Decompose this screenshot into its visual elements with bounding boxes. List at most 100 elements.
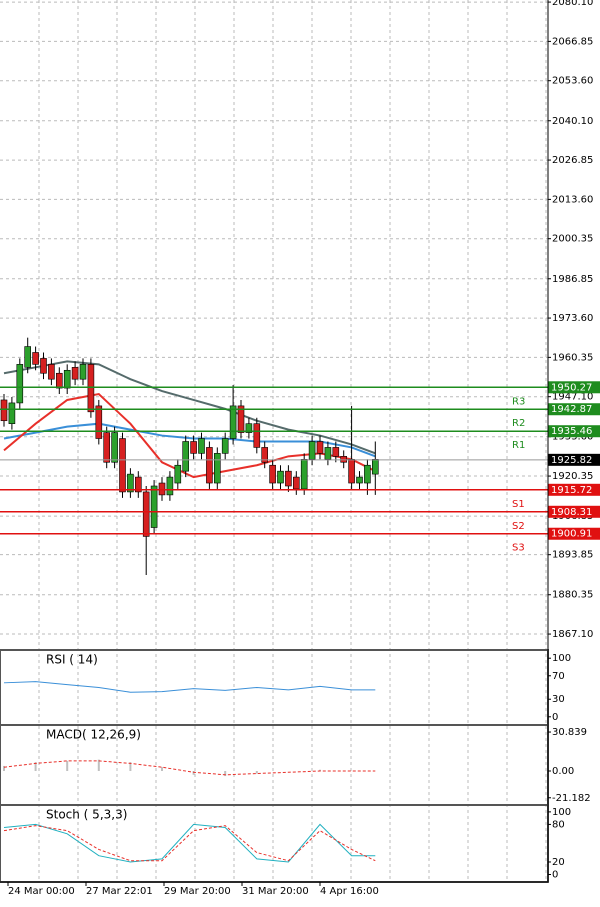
candle-body: [40, 358, 47, 374]
histogram-bar: [161, 767, 163, 772]
histogram-bar: [66, 760, 69, 772]
candle-body: [111, 432, 118, 463]
indicator-line: [3, 823, 376, 863]
candle-body: [198, 438, 205, 454]
candle-body: [127, 473, 134, 493]
level-name: R2: [512, 418, 525, 429]
y-tick-label: 1973.60: [552, 313, 593, 324]
histogram-bar: [255, 771, 258, 774]
level-box: [548, 381, 600, 394]
histogram-bar: [129, 762, 132, 772]
y-tick-label: 1867.10: [552, 629, 593, 640]
candle-body: [229, 405, 237, 439]
candle-body: [142, 491, 150, 537]
candle-body: [8, 402, 16, 424]
level-value: 1915.72: [551, 485, 592, 496]
candle-body: [206, 447, 213, 484]
level-box: [548, 527, 600, 540]
candle-body: [190, 441, 197, 454]
candle-body: [285, 470, 292, 487]
candle-body: [237, 405, 245, 433]
y-tick-label: 30: [552, 694, 565, 705]
candle-body: [332, 447, 340, 457]
candle-body: [245, 423, 253, 433]
level-name: S2: [512, 521, 525, 532]
level-value: 1950.27: [551, 382, 592, 393]
histogram-bar: [34, 762, 37, 772]
y-tick-label: 2066.85: [552, 36, 593, 47]
level-name: S3: [512, 543, 525, 554]
candle-body: [135, 476, 142, 493]
y-tick-label: 0: [552, 869, 558, 880]
panel-title: MACD( 12,26,9): [46, 728, 141, 742]
panel-title: Stoch ( 5,3,3): [46, 808, 127, 822]
candle-body: [158, 482, 166, 496]
candle-body: [103, 432, 110, 463]
histogram-bar: [192, 771, 195, 775]
x-tick-label: 29 Mar 20:00: [164, 886, 231, 897]
x-tick-label: 31 Mar 20:00: [242, 886, 309, 897]
y-tick-label: 0.00: [552, 766, 574, 777]
candle-body: [119, 438, 126, 493]
candle-body: [79, 364, 87, 380]
y-tick-label: 1920.35: [552, 471, 593, 482]
candle-body: [71, 367, 79, 380]
candle-body: [316, 441, 324, 454]
candle-body: [166, 476, 174, 496]
candle-body: [300, 458, 308, 490]
x-tick-label: 27 Mar 22:01: [86, 886, 153, 897]
y-tick-label: 20: [552, 857, 565, 868]
y-tick-label: 1933.60: [552, 432, 593, 443]
level-box: [548, 425, 600, 438]
candle-body: [348, 458, 355, 484]
candle-body: [364, 464, 371, 484]
y-tick-label: 1947.10: [552, 392, 593, 403]
y-tick-label: 2040.10: [552, 116, 593, 127]
candle-body: [277, 470, 284, 484]
level-name: R3: [512, 396, 525, 407]
last-price-box: [548, 453, 600, 466]
y-tick-label: 2053.60: [552, 76, 593, 87]
level-value: 1900.91: [551, 529, 592, 540]
y-tick-label: 1893.85: [552, 550, 593, 561]
y-tick-label: 1986.85: [552, 274, 593, 285]
level-value: 1942.87: [551, 404, 592, 415]
level-value: 1908.31: [551, 507, 592, 518]
panel-title: RSI ( 14): [46, 653, 98, 667]
x-tick-label: 24 Mar 00:00: [8, 886, 75, 897]
candle-body: [308, 441, 316, 460]
candle-body: [174, 464, 182, 484]
last-price-label: 1925.82: [551, 455, 592, 466]
level-name: S1: [512, 499, 525, 510]
y-tick-label: 70: [552, 671, 565, 682]
histogram-bar: [224, 771, 227, 777]
indicator-line: [3, 681, 376, 693]
y-tick-label: 100: [552, 653, 571, 664]
histogram-bar: [97, 759, 100, 772]
level-box: [548, 403, 600, 416]
candle-body: [16, 364, 24, 404]
y-tick-label: -21.182: [552, 793, 591, 804]
level-box: [548, 505, 600, 518]
level-value: 1935.46: [551, 426, 592, 437]
level-box: [548, 483, 600, 496]
candle-body: [182, 441, 189, 472]
candle-body: [32, 352, 39, 365]
y-tick-label: 1960.35: [552, 352, 593, 363]
y-tick-label: 1880.35: [552, 590, 593, 601]
candle-body: [253, 423, 261, 448]
x-tick-label: 4 Apr 16:00: [320, 886, 379, 897]
y-tick-label: 100: [552, 807, 571, 818]
candle-body: [340, 456, 348, 463]
y-tick-label: 2080.10: [552, 0, 593, 8]
candle-body: [63, 369, 71, 389]
candle-body: [87, 364, 95, 413]
candle-body: [24, 346, 32, 368]
histogram-bar: [319, 769, 321, 772]
candle-body: [324, 447, 332, 460]
histogram-bar: [3, 765, 5, 772]
candle-body: [0, 399, 8, 422]
candle-body: [214, 453, 221, 484]
